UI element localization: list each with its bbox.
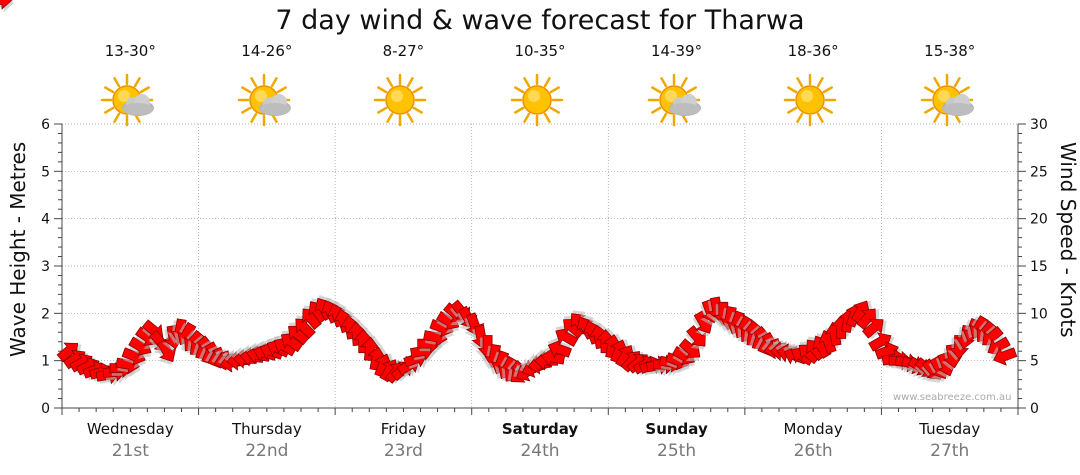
day-temperature-range: 15-38° — [924, 42, 976, 60]
y-right-tick-label: 25 — [1030, 164, 1048, 180]
y-right-tick-label: 20 — [1030, 212, 1048, 228]
wind-arrow — [862, 318, 887, 340]
wind-arrow-shape — [862, 318, 884, 339]
y-left-tick-label: 6 — [41, 117, 50, 133]
y-left-tick-label: 0 — [41, 401, 50, 417]
day-temperature-range: 14-26° — [241, 42, 293, 60]
chart-title: 7 day wind & wave forecast for Tharwa — [275, 5, 805, 36]
wind-arrow — [547, 336, 572, 359]
day-temperature-range: 10-35° — [514, 42, 566, 60]
day-name: Monday — [783, 420, 843, 438]
wind-arrow — [685, 325, 706, 350]
y-left-tick-label: 1 — [41, 354, 50, 370]
y-axis-right-label: Wind Speed - Knots — [1056, 142, 1080, 338]
y-right-tick-label: 5 — [1030, 354, 1039, 370]
day-name: Saturday — [501, 420, 579, 438]
wind-arrow — [555, 324, 579, 347]
wind-arrow — [360, 335, 383, 362]
wind-arrow — [0, 0, 14, 12]
wind-arrow-shape — [547, 339, 572, 359]
day-temperature-range: 8-27° — [382, 42, 425, 60]
day-name: Thursday — [231, 420, 302, 438]
y-axis-left-label: Wave Height - Metres — [6, 141, 30, 357]
day-date: 24th — [520, 441, 560, 461]
y-right-tick-label: 15 — [1030, 259, 1048, 275]
day-temperature-range: 18-36° — [787, 42, 839, 60]
wind-arrow-shape — [993, 347, 1018, 366]
sun-icon — [510, 73, 564, 127]
y-right-tick-label: 10 — [1030, 306, 1048, 322]
day-name: Wednesday — [86, 420, 174, 438]
sun-cloud-icon — [920, 73, 974, 127]
sun-cloud-icon — [647, 73, 701, 127]
y-left-tick-label: 4 — [41, 212, 50, 228]
wind-arrow-shape — [686, 325, 706, 347]
day-date: 25th — [657, 441, 697, 461]
day-date: 22nd — [245, 441, 289, 461]
day-name: Friday — [380, 420, 427, 438]
sun-cloud-icon — [237, 73, 291, 127]
watermark: www.seabreeze.com.au — [893, 392, 1012, 403]
wind-arrow — [366, 345, 389, 371]
wind-arrow-shape — [0, 0, 13, 10]
day-date: 23rd — [383, 441, 423, 461]
wind-arrow-shape — [868, 332, 892, 352]
day-name: Tuesday — [919, 420, 981, 438]
day-temperature-range: 14-39° — [651, 42, 703, 60]
day-date: 21st — [111, 441, 149, 461]
y-left-tick-label: 5 — [41, 164, 50, 180]
y-left-tick-label: 3 — [41, 259, 50, 275]
day-date: 27th — [930, 441, 970, 461]
wind-arrow — [990, 345, 1018, 366]
wind-arrow-shape — [555, 327, 579, 347]
y-right-tick-label: 30 — [1030, 117, 1048, 133]
sun-icon — [374, 73, 427, 127]
y-right-tick-label: 0 — [1030, 401, 1039, 417]
wind-arrow — [868, 332, 895, 353]
sun-icon — [783, 73, 837, 127]
day-name: Sunday — [645, 420, 708, 438]
wind-arrow-shape — [856, 308, 877, 330]
sun-cloud-icon — [101, 73, 155, 127]
day-temperature-range: 13-30° — [104, 42, 156, 60]
day-date: 26th — [793, 441, 833, 461]
y-left-tick-label: 2 — [41, 306, 50, 322]
